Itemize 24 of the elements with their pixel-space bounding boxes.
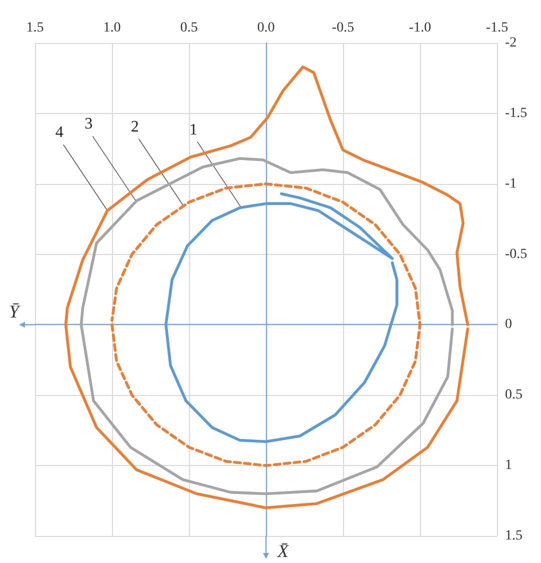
y-tick-label: -1 — [505, 176, 517, 192]
y-tick-label: 1 — [505, 458, 512, 474]
line-series — [110, 182, 422, 467]
annotation: 4 — [55, 124, 64, 142]
x-tick-label: 0.0 — [257, 20, 275, 36]
annotation: 1 — [189, 121, 198, 138]
y-tick-label: 0 — [505, 317, 512, 332]
y-tick-label: -1.5 — [505, 106, 528, 121]
line-series — [164, 192, 398, 444]
x-tick-label: 1.0 — [103, 20, 121, 36]
y-tick-label: 0.5 — [505, 388, 522, 403]
y-tick-label: 1.5 — [505, 528, 522, 544]
y-tick-label: -0.5 — [505, 246, 528, 262]
x-tick-label: -1.0 — [408, 20, 432, 36]
annotation: 2 — [130, 118, 139, 136]
x-tick-label: -0.5 — [332, 20, 354, 36]
x-tick-label: 1.5 — [26, 20, 44, 36]
line-series — [64, 66, 470, 510]
line-series — [80, 157, 454, 496]
y-axis-title: Ȳ — [8, 302, 21, 322]
x-axis-title: X̄ — [276, 541, 290, 561]
x-tick-label: 0.5 — [180, 20, 198, 36]
y-tick-label: -2 — [505, 36, 517, 50]
annotation: 3 — [84, 116, 93, 133]
